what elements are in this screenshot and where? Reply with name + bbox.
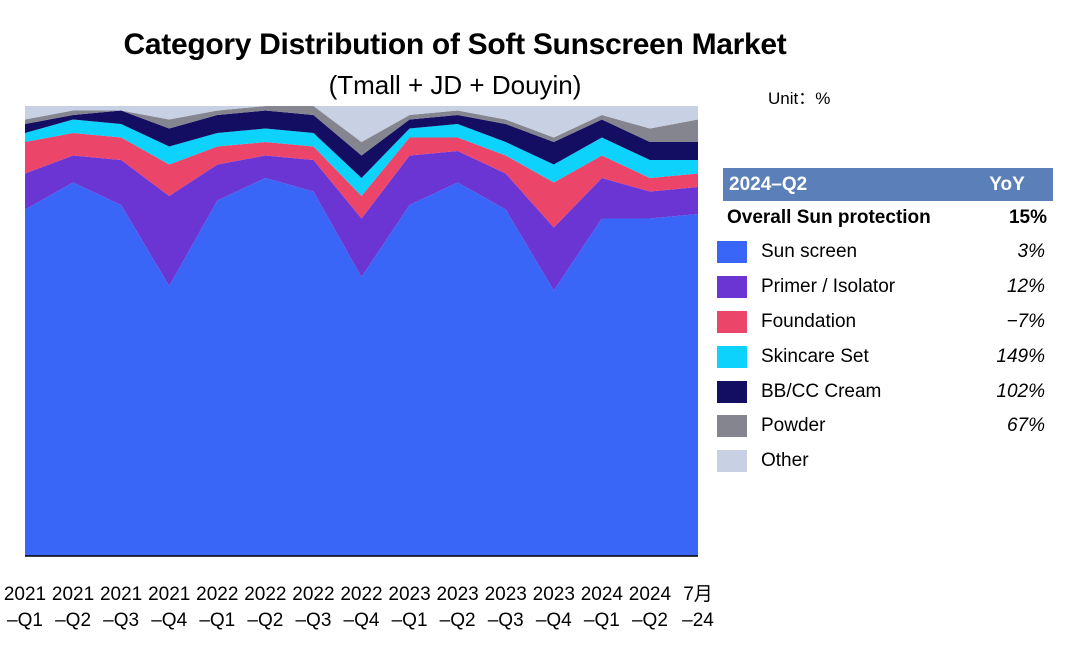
x-tick-label: –Q1: [199, 610, 235, 631]
x-tick-label: –24: [682, 610, 714, 631]
legend-header: 2024–Q2 YoY: [723, 168, 1053, 201]
chart-title: Category Distribution of Soft Sunscreen …: [123, 28, 787, 61]
legend-yoy-value: 3%: [1017, 241, 1045, 263]
legend-header-period: 2024–Q2: [729, 173, 808, 195]
area-skincare-set: [25, 119, 698, 196]
x-tick-label: 2023: [436, 584, 478, 605]
legend-yoy-value: 67%: [1006, 415, 1045, 437]
legend-swatch: [717, 276, 747, 299]
legend-item: Foundation −7%: [717, 305, 1053, 340]
legend-yoy-value: 149%: [996, 345, 1045, 367]
legend-label: Other: [761, 450, 809, 472]
legend-yoy-value: 12%: [1006, 276, 1045, 298]
legend-swatch: [717, 380, 747, 403]
x-tick-labels: 2021–Q12021–Q22021–Q32021–Q42022–Q12022–…: [4, 584, 714, 631]
area-bb-cc-cream: [25, 110, 698, 178]
x-tick-label: 2022: [196, 584, 238, 605]
legend-label: BB/CC Cream: [761, 380, 882, 402]
x-tick-label: –Q2: [55, 610, 91, 631]
x-tick-label: –Q1: [7, 610, 43, 631]
legend-swatch: [717, 415, 747, 438]
area-primer-isolator: [25, 151, 698, 291]
x-tick-label: 2022: [292, 584, 334, 605]
area-other: [25, 106, 698, 142]
area-sun-screen: [25, 178, 698, 556]
x-tick-label: –Q3: [295, 610, 331, 631]
x-tick-label: –Q2: [247, 610, 283, 631]
x-tick-label: –Q4: [151, 610, 187, 631]
legend-label: Sun screen: [761, 241, 858, 263]
legend-rows: Sun screen 3% Primer / Isolator 12% Foundati…: [717, 235, 1053, 479]
x-tick-label: 2023: [533, 584, 575, 605]
legend-table: 2024–Q2 YoY Overall Sun protection 15% S…: [717, 168, 1053, 479]
legend-swatch: [717, 450, 747, 473]
x-tick-label: 2021: [100, 584, 142, 605]
legend-label: Primer / Isolator: [761, 276, 896, 298]
x-tick-label: –Q1: [392, 610, 428, 631]
x-tick-label: –Q1: [584, 610, 620, 631]
area-foundation: [25, 133, 698, 228]
x-tick-label: –Q2: [440, 610, 476, 631]
legend-header-yoy: YoY: [989, 173, 1025, 195]
x-tick-label: 2023: [485, 584, 527, 605]
legend-overall-label: Overall Sun protection: [727, 207, 931, 228]
legend-item: Sun screen 3%: [717, 235, 1053, 270]
x-tick-label: 2021: [52, 584, 94, 605]
x-tick-label: –Q4: [536, 610, 572, 631]
unit-label: Unit：%: [768, 89, 831, 108]
legend-swatch: [717, 345, 747, 368]
area-powder: [25, 106, 698, 156]
legend-label: Foundation: [761, 310, 857, 332]
legend-swatch: [717, 310, 747, 333]
legend-item: BB/CC Cream 102%: [717, 374, 1053, 409]
x-tick-label: –Q2: [632, 610, 668, 631]
x-tick-label: –Q3: [103, 610, 139, 631]
legend-overall-row: Overall Sun protection 15%: [723, 201, 1053, 235]
legend-label: Skincare Set: [761, 345, 869, 367]
legend-swatch: [717, 241, 747, 264]
legend-item: Skincare Set 149%: [717, 339, 1053, 374]
area-series-group: [25, 106, 698, 556]
legend-item: Primer / Isolator 12%: [717, 270, 1053, 305]
x-tick-label: 2023: [388, 584, 430, 605]
x-tick-label: 2021: [4, 584, 46, 605]
x-tick-label: –Q4: [344, 610, 380, 631]
legend-label: Powder: [761, 415, 826, 437]
x-tick-label: 2024: [629, 584, 672, 605]
x-tick-label: 2022: [340, 584, 382, 605]
x-tick-label: 2022: [244, 584, 286, 605]
x-tick-label: 2021: [148, 584, 190, 605]
legend-overall-yoy: 15%: [1008, 207, 1047, 228]
x-tick-label: –Q3: [488, 610, 524, 631]
legend-yoy-value: 102%: [996, 380, 1045, 402]
chart-subtitle: (Tmall + JD + Douyin): [328, 70, 582, 100]
x-tick-label: 7月: [683, 584, 713, 605]
legend-item: Other: [717, 444, 1053, 479]
x-tick-label: 2024: [581, 584, 624, 605]
legend-item: Powder 67%: [717, 409, 1053, 444]
legend-yoy-value: −7%: [1006, 310, 1045, 332]
